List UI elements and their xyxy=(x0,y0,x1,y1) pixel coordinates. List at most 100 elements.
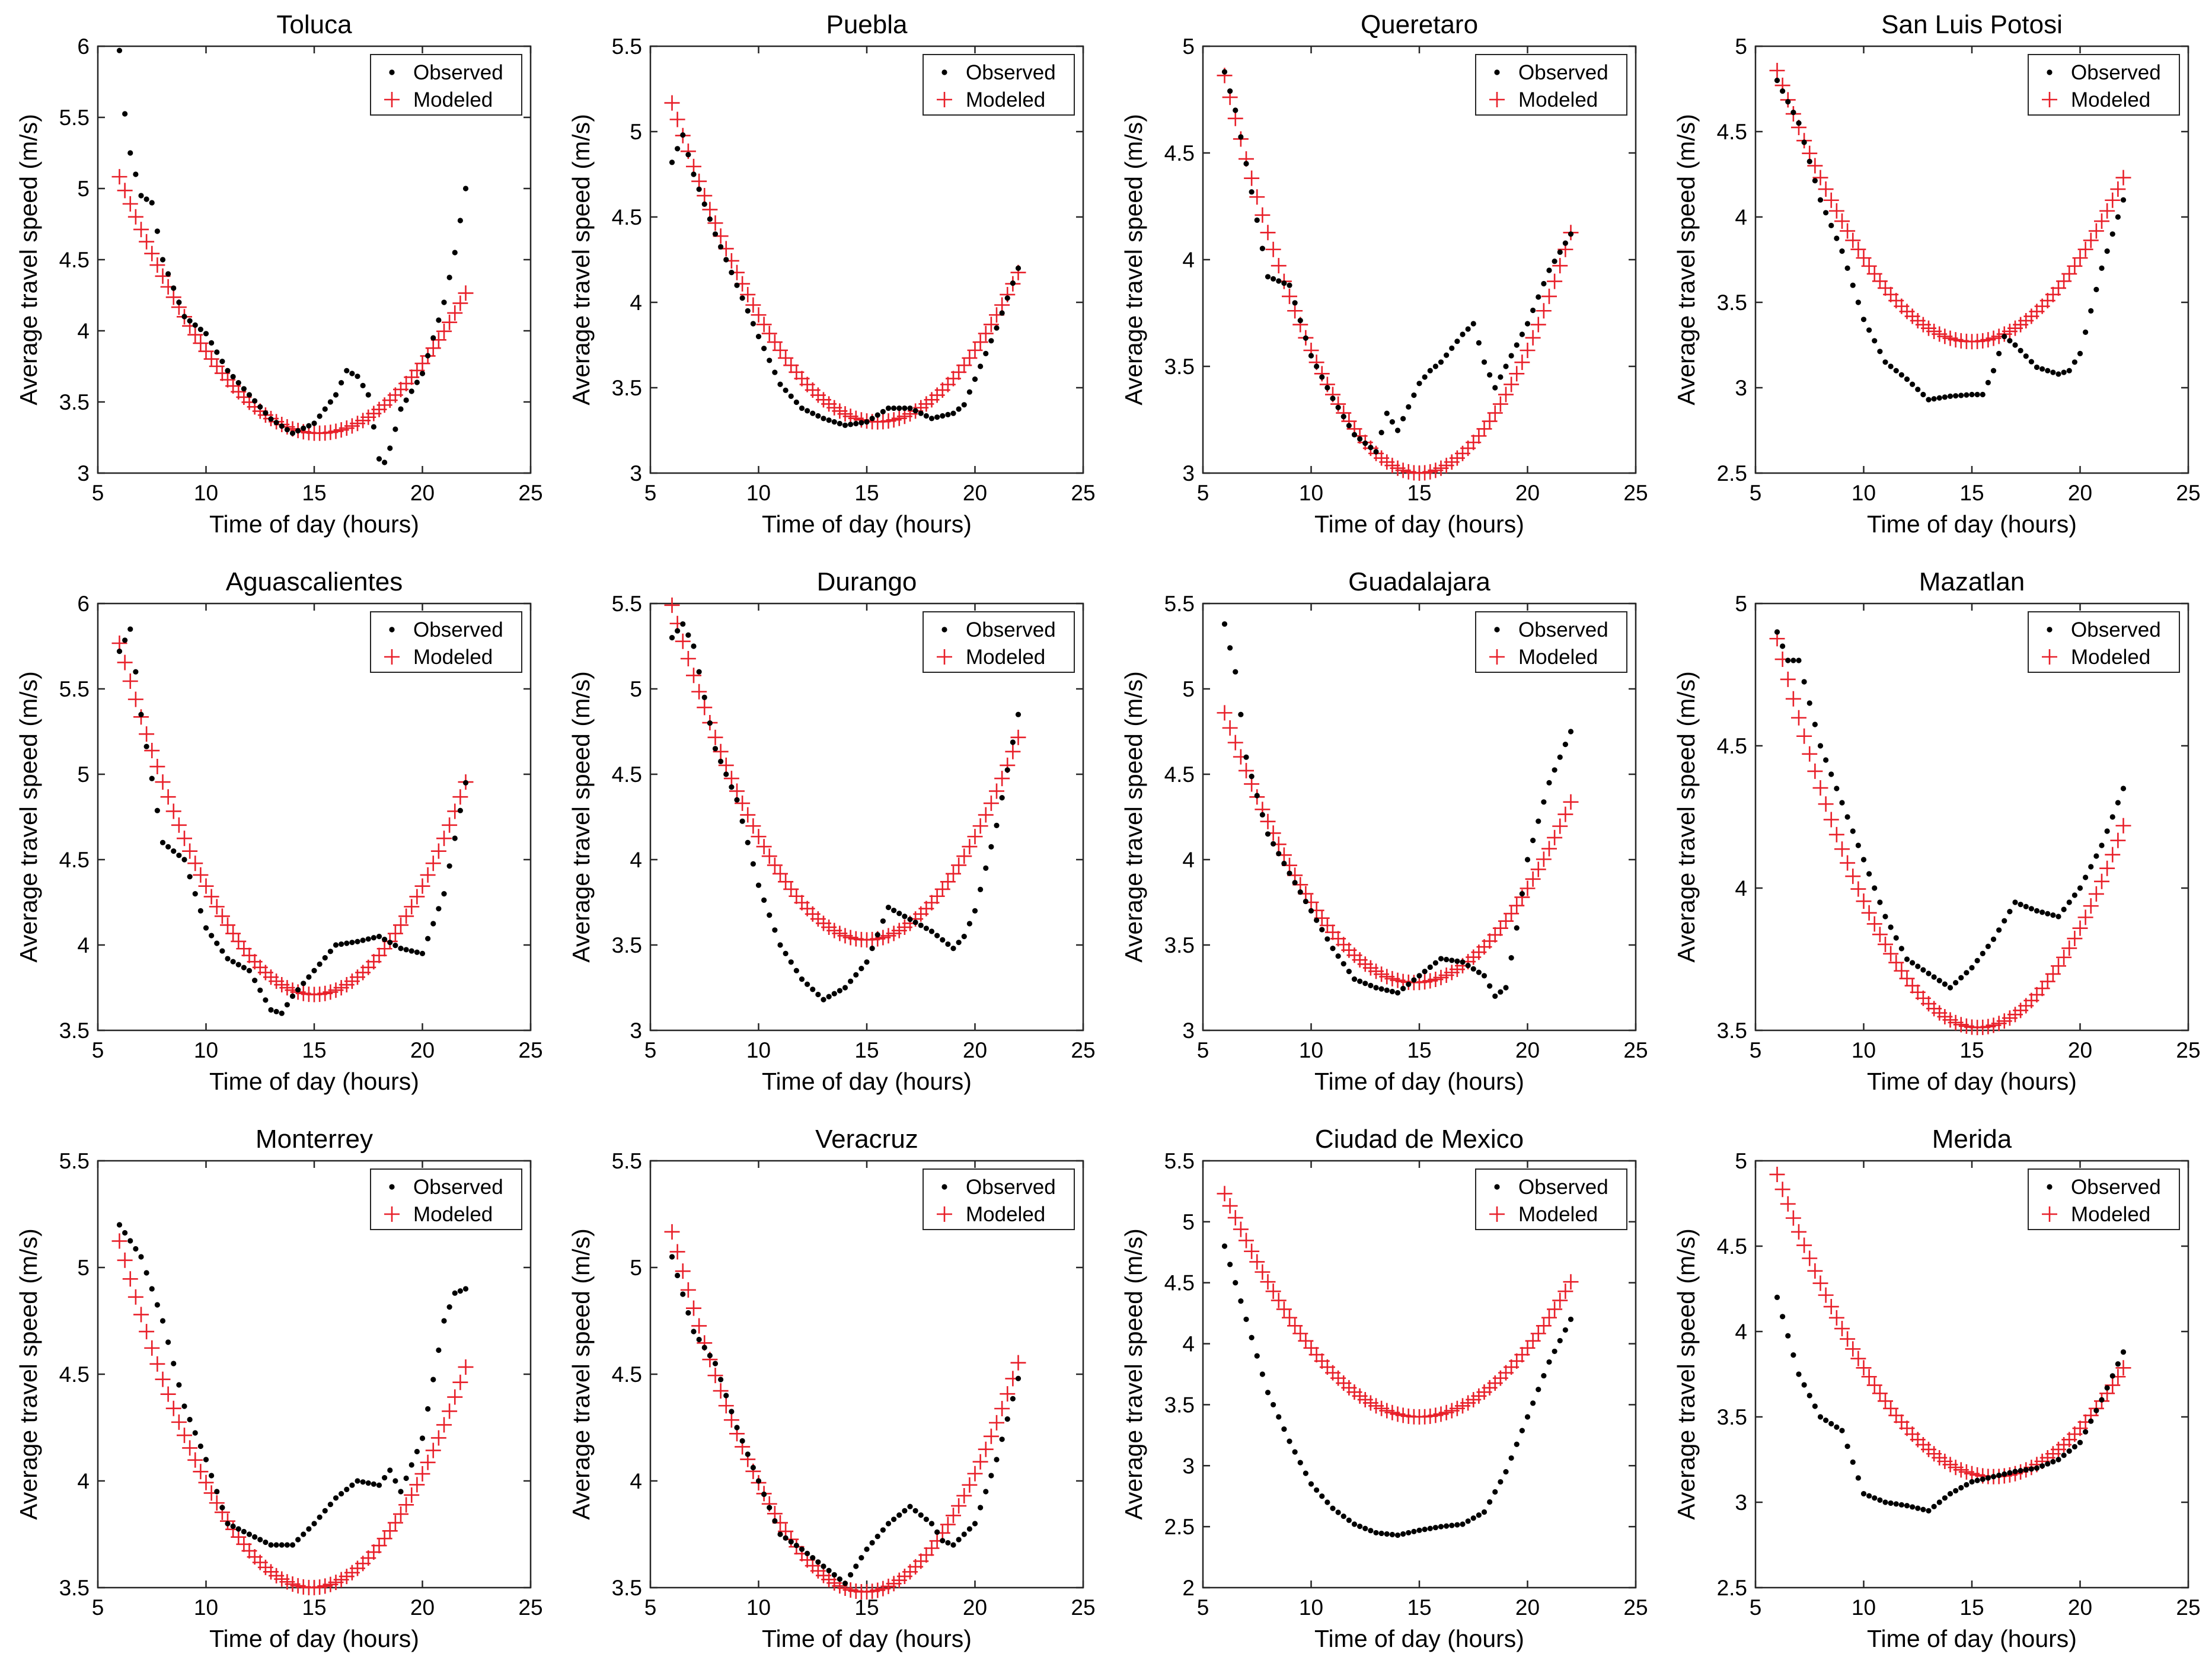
modeled-point xyxy=(177,831,192,847)
observed-point xyxy=(2055,914,2061,919)
modeled-point xyxy=(940,874,956,890)
observed-point xyxy=(452,1290,458,1296)
observed-point xyxy=(831,419,837,425)
modeled-point xyxy=(1845,869,1861,885)
observed-point xyxy=(159,257,166,263)
observed-point xyxy=(1389,419,1395,425)
observed-point xyxy=(777,1531,783,1537)
observed-point xyxy=(1839,248,1845,254)
legend-box xyxy=(2028,1168,2180,1230)
legend-modeled-label: Modeled xyxy=(966,88,1045,111)
y-tick-label: 4 xyxy=(77,319,90,343)
x-tick-label: 25 xyxy=(1071,1038,1095,1062)
observed-point xyxy=(1546,1359,1552,1365)
x-tick-label: 10 xyxy=(1852,1595,1876,1620)
legend-observed-label: Observed xyxy=(2071,618,2161,641)
observed-point xyxy=(805,1550,810,1556)
observed-point xyxy=(1373,449,1379,455)
observed-point xyxy=(1368,982,1374,988)
observed-point xyxy=(1004,1416,1010,1422)
observed-point xyxy=(143,1270,149,1276)
chart-title: Durango xyxy=(817,567,917,596)
legend-box xyxy=(923,611,1075,673)
observed-point xyxy=(133,171,139,177)
modeled-point xyxy=(2072,250,2088,266)
observed-point xyxy=(745,839,751,845)
observed-point xyxy=(225,368,231,373)
x-axis-label: Time of day (hours) xyxy=(209,1625,419,1652)
x-tick-label: 10 xyxy=(1299,1038,1323,1062)
chart-panel: Monterrey 5 10 15 20 25 3.5 4 4.5 5 5.5 Time of day… xyxy=(15,1125,543,1652)
x-tick-label: 5 xyxy=(92,1595,104,1620)
observed-point xyxy=(810,1555,816,1561)
observed-point xyxy=(2012,342,2018,348)
modeled-point xyxy=(962,1477,978,1493)
observed-point xyxy=(1514,925,1520,931)
observed-point xyxy=(1314,363,1320,369)
modeled-point xyxy=(160,789,176,805)
observed-point xyxy=(864,419,870,425)
observed-point xyxy=(853,420,859,427)
observed-point xyxy=(1844,814,1850,820)
modeled-point xyxy=(1536,303,1552,319)
observed-point xyxy=(988,1473,994,1479)
observed-point xyxy=(869,416,875,422)
observed-point xyxy=(1411,1528,1417,1534)
observed-point xyxy=(1460,1521,1466,1527)
observed-point xyxy=(961,1531,967,1537)
modeled-point xyxy=(767,334,783,350)
observed-point xyxy=(864,1546,870,1552)
observed-point xyxy=(1406,1530,1412,1536)
x-tick-label: 15 xyxy=(302,1595,326,1620)
modeled-point xyxy=(1796,728,1812,744)
modeled-point xyxy=(1249,189,1265,205)
x-tick-label: 10 xyxy=(1852,1038,1876,1062)
observed-point xyxy=(994,822,1000,828)
modeled-point xyxy=(664,1224,680,1240)
observed-point xyxy=(2071,892,2077,898)
modeled-point xyxy=(382,1523,398,1539)
legend-observed-marker xyxy=(941,627,947,633)
observed-point xyxy=(729,784,735,790)
observed-point xyxy=(853,972,859,978)
y-tick-label: 4 xyxy=(1182,1332,1195,1356)
observed-point xyxy=(1828,771,1834,777)
legend-box xyxy=(2028,54,2180,116)
observed-point xyxy=(1487,372,1493,378)
observed-point xyxy=(712,231,719,237)
observed-point xyxy=(1904,1503,1910,1509)
x-tick-label: 5 xyxy=(644,1595,657,1620)
legend-observed-label: Observed xyxy=(413,61,503,84)
observed-point xyxy=(333,942,339,948)
observed-point xyxy=(1389,1531,1395,1538)
observed-point xyxy=(691,1329,697,1334)
observed-point xyxy=(181,314,187,320)
modeled-point xyxy=(1557,1284,1573,1300)
observed-point xyxy=(729,270,735,276)
observed-point xyxy=(457,218,463,224)
y-tick-label: 3 xyxy=(1182,1454,1195,1478)
chart-title: Guadalajara xyxy=(1348,567,1490,596)
modeled-point xyxy=(1834,1321,1850,1337)
observed-point xyxy=(349,371,355,376)
observed-point xyxy=(1904,956,1910,962)
observed-point xyxy=(1860,1491,1867,1497)
observed-point xyxy=(1249,189,1255,195)
observed-point xyxy=(2061,369,2067,375)
observed-point xyxy=(1796,120,1802,126)
modeled-point xyxy=(1557,806,1573,822)
modeled-point xyxy=(387,925,403,941)
y-tick-label: 3.5 xyxy=(1164,1393,1195,1417)
y-tick-label: 4 xyxy=(1182,248,1195,272)
observed-point xyxy=(2061,1452,2067,1458)
observed-point xyxy=(1378,430,1384,436)
observed-point xyxy=(127,150,133,156)
observed-point xyxy=(923,413,929,419)
observed-point xyxy=(127,626,133,632)
modeled-point xyxy=(442,314,458,330)
observed-point xyxy=(1357,978,1363,984)
observed-point xyxy=(1866,327,1872,333)
legend-observed-label: Observed xyxy=(1518,61,1608,84)
observed-point xyxy=(1357,436,1363,442)
x-tick-label: 5 xyxy=(1197,481,1209,505)
